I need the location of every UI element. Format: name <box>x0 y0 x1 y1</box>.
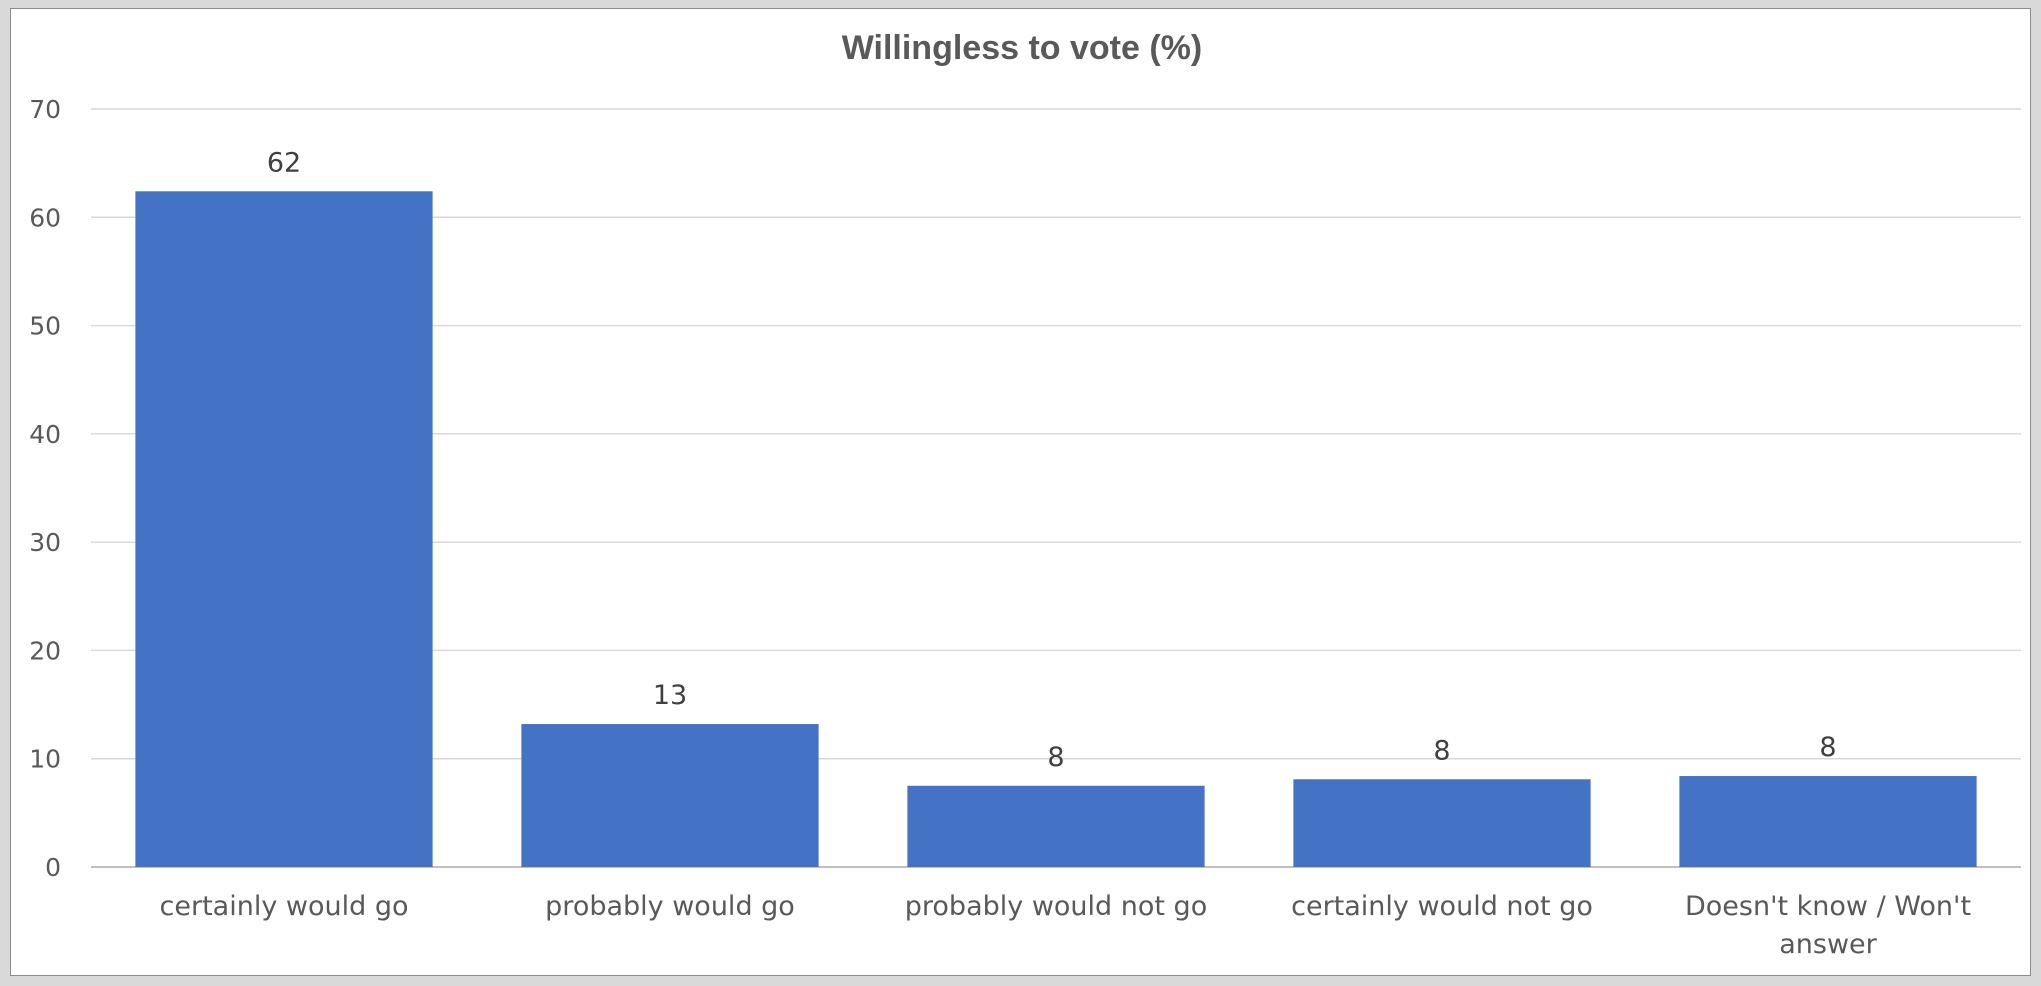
category-label: Doesn't know / Won't answer <box>1685 891 1971 960</box>
data-label: 8 <box>1047 742 1064 773</box>
data-label: 13 <box>653 680 687 711</box>
chart-title: Willingless to vote (%) <box>842 29 1203 67</box>
y-tick-label: 10 <box>29 745 61 774</box>
data-labels: 62 13 8 8 8 <box>267 147 1837 772</box>
category-label: certainly would go <box>160 891 409 922</box>
bar-chart: 0 10 20 30 40 50 60 70 62 13 8 8 8 certainly would … <box>29 29 2021 960</box>
bar <box>1679 776 1977 867</box>
y-tick-label: 40 <box>29 420 61 449</box>
category-label: probably would go <box>545 891 795 922</box>
category-label: probably would not go <box>905 891 1207 922</box>
bar <box>907 785 1205 867</box>
data-label: 8 <box>1433 735 1450 766</box>
bar <box>135 191 433 868</box>
y-tick-label: 0 <box>45 853 61 882</box>
bar <box>1293 779 1591 867</box>
bars <box>135 191 1977 868</box>
y-tick-label: 70 <box>29 95 61 124</box>
data-label: 8 <box>1819 732 1836 763</box>
category-labels: certainly would go probably would go proba… <box>160 891 1972 960</box>
chart-frame: 0 10 20 30 40 50 60 70 62 13 8 8 8 certainly would … <box>10 8 2031 976</box>
bar <box>521 724 819 867</box>
y-tick-label: 20 <box>29 636 61 665</box>
category-label: certainly would not go <box>1291 891 1593 922</box>
y-tick-label: 60 <box>29 203 61 232</box>
y-axis-ticks: 0 10 20 30 40 50 60 70 <box>29 95 61 882</box>
data-label: 62 <box>267 147 301 178</box>
y-tick-label: 30 <box>29 528 61 557</box>
y-tick-label: 50 <box>29 312 61 341</box>
